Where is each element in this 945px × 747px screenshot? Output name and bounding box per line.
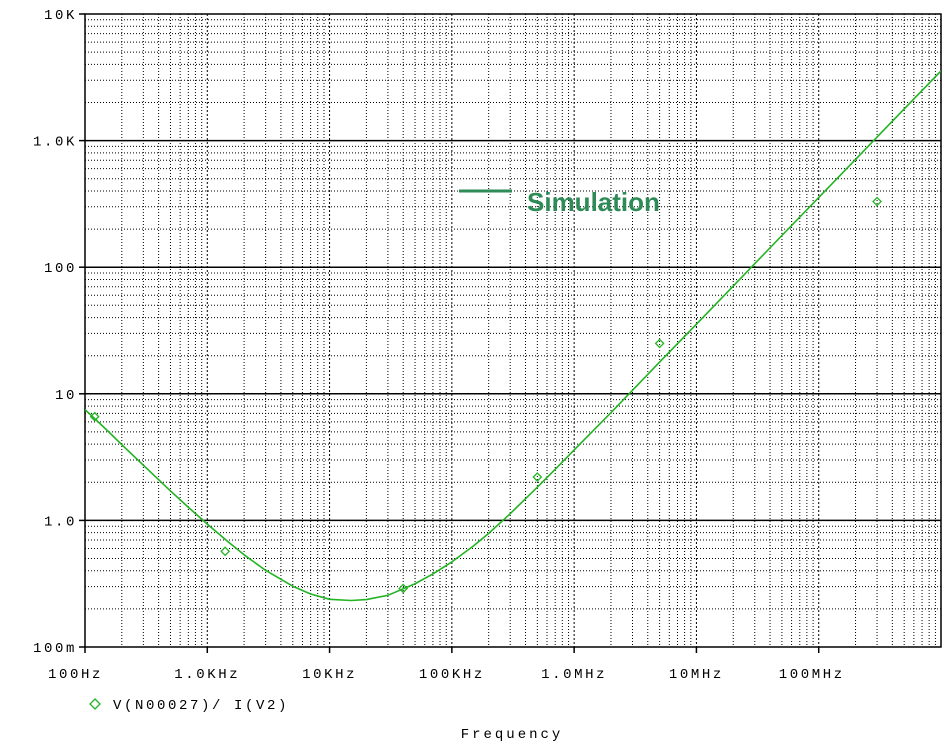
- x-tick-label: 1.0MHz: [541, 667, 607, 683]
- x-tick-label: 1.0KHz: [174, 667, 240, 683]
- x-tick-label: 100Hz: [48, 667, 103, 683]
- axis-ticks: [79, 13, 820, 653]
- legend: V(N00027)/ I(V2): [89, 698, 289, 714]
- y-tick-label: 10: [55, 388, 77, 404]
- x-tick-label: 100KHz: [419, 667, 485, 683]
- major-grid: [85, 14, 941, 647]
- x-axis-title: Frequency: [461, 727, 564, 743]
- series-line: [85, 70, 941, 602]
- y-tick-label: 1.0K: [33, 135, 77, 151]
- y-tick-label: 1.0: [44, 514, 77, 530]
- series-diamond-marker: [532, 472, 543, 482]
- series-diamond-marker: [398, 583, 409, 594]
- y-tick-labels: 10K 1.0K 100 10 1.0 100m: [33, 8, 77, 657]
- x-tick-label: 100MHz: [779, 667, 845, 683]
- legend-trace-label: V(N00027)/ I(V2): [113, 698, 289, 714]
- annotation-simulation-label: Simulation: [527, 187, 660, 217]
- y-tick-label: 10K: [44, 8, 77, 24]
- annotation-layer: Simulation: [459, 187, 660, 217]
- series-diamond-marker: [220, 546, 231, 557]
- y-tick-label: 100: [44, 261, 77, 277]
- minor-grid: [85, 14, 941, 647]
- series-layer: [85, 70, 941, 602]
- x-tick-label: 10KHz: [302, 667, 357, 683]
- series-diamond-marker: [872, 196, 882, 207]
- x-tick-labels: 100Hz 1.0KHz 10KHz 100KHz 1.0MHz 10MHz 100MHz: [48, 667, 845, 683]
- legend-diamond-marker: [89, 698, 101, 710]
- x-tick-label: 10MHz: [669, 667, 724, 683]
- series-diamond-marker: [654, 338, 665, 349]
- plot-frame: [84, 13, 942, 648]
- y-tick-label: 100m: [33, 641, 77, 657]
- series-diamond-marker: [89, 411, 100, 422]
